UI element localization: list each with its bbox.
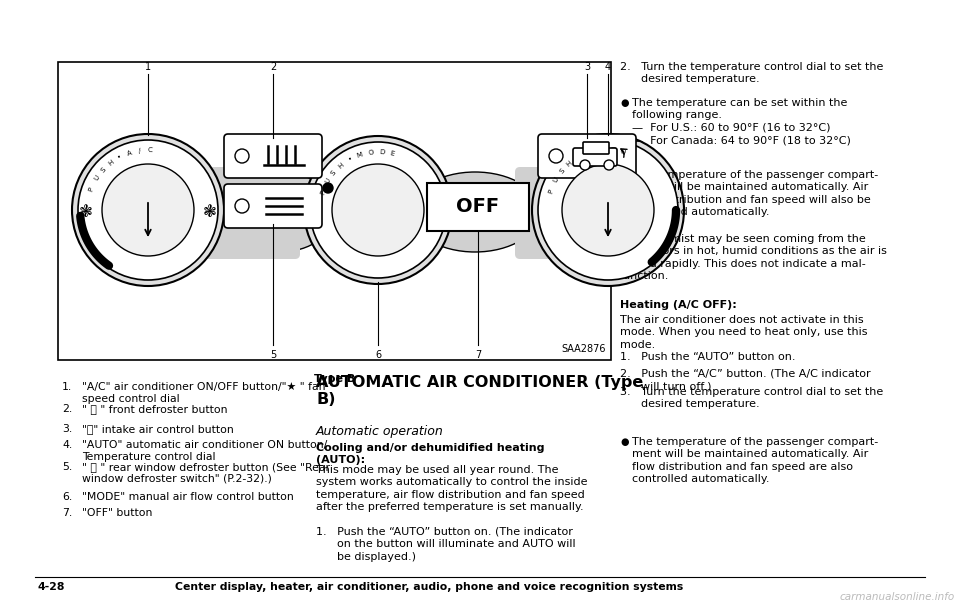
Text: 7.: 7. — [62, 508, 72, 518]
Circle shape — [549, 149, 563, 163]
Text: H: H — [108, 159, 115, 167]
Text: 4.: 4. — [62, 440, 72, 450]
Circle shape — [538, 140, 678, 280]
Text: 3.   Turn the temperature control dial to set the
      desired temperature.: 3. Turn the temperature control dial to … — [620, 387, 883, 409]
Text: "A/C" air conditioner ON/OFF button/"★ " fan
speed control dial: "A/C" air conditioner ON/OFF button/"★ "… — [82, 382, 325, 404]
Text: ❃: ❃ — [79, 203, 93, 221]
Text: M: M — [356, 151, 364, 159]
Text: 6.: 6. — [62, 492, 72, 502]
Text: OFF: OFF — [456, 197, 499, 216]
Text: 2.   Turn the temperature control dial to set the
      desired temperature.: 2. Turn the temperature control dial to … — [620, 62, 883, 84]
Text: 4: 4 — [605, 62, 612, 72]
Text: P: P — [320, 189, 326, 195]
Circle shape — [310, 142, 446, 278]
Text: ●: ● — [620, 170, 629, 180]
Text: Automatic operation: Automatic operation — [316, 425, 444, 438]
Text: Heating (A/C OFF):: Heating (A/C OFF): — [620, 300, 736, 310]
Text: U: U — [93, 175, 101, 182]
Text: S: S — [100, 166, 108, 174]
Circle shape — [604, 160, 614, 170]
Text: •: • — [577, 153, 583, 161]
Text: 1.   Push the “AUTO” button on.: 1. Push the “AUTO” button on. — [620, 352, 796, 362]
Text: Cooling and/or dehumidified heating
(AUTO):: Cooling and/or dehumidified heating (AUT… — [316, 443, 544, 466]
Ellipse shape — [410, 172, 540, 252]
Text: A: A — [127, 149, 132, 156]
Text: This mode may be used all year round. The
system works automatically to control : This mode may be used all year round. Th… — [316, 465, 588, 512]
Text: ❃: ❃ — [204, 203, 217, 221]
FancyBboxPatch shape — [427, 183, 529, 231]
Text: " ⓨ " rear window defroster button (See "Rear
window defroster switch" (P.2-32).: " ⓨ " rear window defroster button (See … — [82, 462, 330, 483]
Text: 1.   Push the “AUTO” button on. (The indicator
      on the button will illumina: 1. Push the “AUTO” button on. (The indic… — [316, 527, 576, 562]
Text: Type B: Type B — [314, 374, 355, 384]
Text: ●: ● — [620, 98, 629, 108]
Circle shape — [235, 199, 249, 213]
Circle shape — [304, 136, 452, 284]
Text: 2.   Push the “A/C” button. (The A/C indicator
      will turn off.): 2. Push the “A/C” button. (The A/C indic… — [620, 369, 871, 392]
Text: H: H — [565, 160, 573, 168]
Text: E: E — [389, 150, 395, 157]
Text: A: A — [587, 149, 592, 156]
Text: T: T — [610, 147, 614, 153]
Text: P: P — [88, 186, 95, 192]
Text: "MODE" manual air flow control button: "MODE" manual air flow control button — [82, 492, 294, 502]
Text: H: H — [337, 161, 345, 170]
Text: O: O — [619, 148, 626, 155]
Text: The air conditioner does not activate in this
mode. When you need to heat only, : The air conditioner does not activate in… — [620, 315, 868, 350]
Circle shape — [580, 160, 590, 170]
Circle shape — [72, 134, 224, 286]
Text: ●: ● — [620, 437, 629, 447]
FancyBboxPatch shape — [224, 184, 322, 228]
Text: S: S — [330, 169, 337, 177]
Circle shape — [332, 164, 424, 256]
Text: S: S — [559, 168, 565, 175]
Text: 5: 5 — [270, 350, 276, 360]
Circle shape — [102, 164, 194, 256]
FancyBboxPatch shape — [224, 134, 322, 178]
Text: U: U — [552, 177, 560, 184]
Text: " ⓦ " front defroster button: " ⓦ " front defroster button — [82, 404, 228, 414]
Circle shape — [323, 183, 333, 193]
Circle shape — [562, 164, 654, 256]
Text: Center display, heater, air conditioner, audio, phone and voice recognition syst: Center display, heater, air conditioner,… — [175, 582, 684, 592]
Text: AUTOMATIC AIR CONDITIONER (Type
B): AUTOMATIC AIR CONDITIONER (Type B) — [316, 375, 643, 408]
Bar — [58, 62, 611, 360]
Text: "AUTO" automatic air conditioner ON button/
Temperature control dial: "AUTO" automatic air conditioner ON butt… — [82, 440, 327, 461]
Text: 4-28: 4-28 — [38, 582, 65, 592]
Text: 3: 3 — [584, 62, 590, 72]
FancyBboxPatch shape — [583, 142, 609, 154]
Text: •: • — [348, 155, 354, 163]
Circle shape — [532, 134, 684, 286]
Text: O: O — [368, 149, 374, 156]
Text: 5.: 5. — [62, 462, 72, 472]
Text: "OFF" button: "OFF" button — [82, 508, 153, 518]
Text: P: P — [547, 189, 555, 194]
Circle shape — [235, 149, 249, 163]
Text: 7: 7 — [475, 350, 481, 360]
Ellipse shape — [225, 172, 335, 252]
Text: U: U — [324, 177, 331, 185]
Text: carmanualsonline.info: carmanualsonline.info — [840, 592, 955, 602]
Text: 1.: 1. — [62, 382, 72, 392]
Text: C: C — [148, 147, 153, 153]
Text: The temperature of the passenger compart-
ment will be maintained automatically.: The temperature of the passenger compart… — [632, 170, 878, 217]
Text: 2.: 2. — [62, 404, 72, 414]
Text: U: U — [598, 147, 604, 154]
FancyBboxPatch shape — [515, 167, 635, 259]
Text: 6: 6 — [375, 350, 381, 360]
Text: •: • — [117, 153, 123, 161]
Text: 3.: 3. — [62, 424, 72, 434]
Text: 1: 1 — [145, 62, 151, 72]
Text: SAA2876: SAA2876 — [562, 344, 606, 354]
Circle shape — [78, 140, 218, 280]
Text: D: D — [379, 149, 385, 155]
Text: 2: 2 — [270, 62, 276, 72]
Text: The temperature can be set within the
following range.
—  For U.S.: 60 to 90°F (: The temperature can be set within the fo… — [632, 98, 851, 145]
Text: "ⓧ" intake air control button: "ⓧ" intake air control button — [82, 424, 233, 434]
Text: The temperature of the passenger compart-
ment will be maintained automatically.: The temperature of the passenger compart… — [632, 437, 878, 484]
Text: A visible mist may be seen coming from the
ventilators in hot, humid conditions : A visible mist may be seen coming from t… — [620, 234, 887, 281]
FancyBboxPatch shape — [170, 167, 300, 259]
FancyBboxPatch shape — [538, 134, 636, 178]
FancyBboxPatch shape — [573, 148, 617, 166]
Text: /: / — [138, 147, 141, 154]
